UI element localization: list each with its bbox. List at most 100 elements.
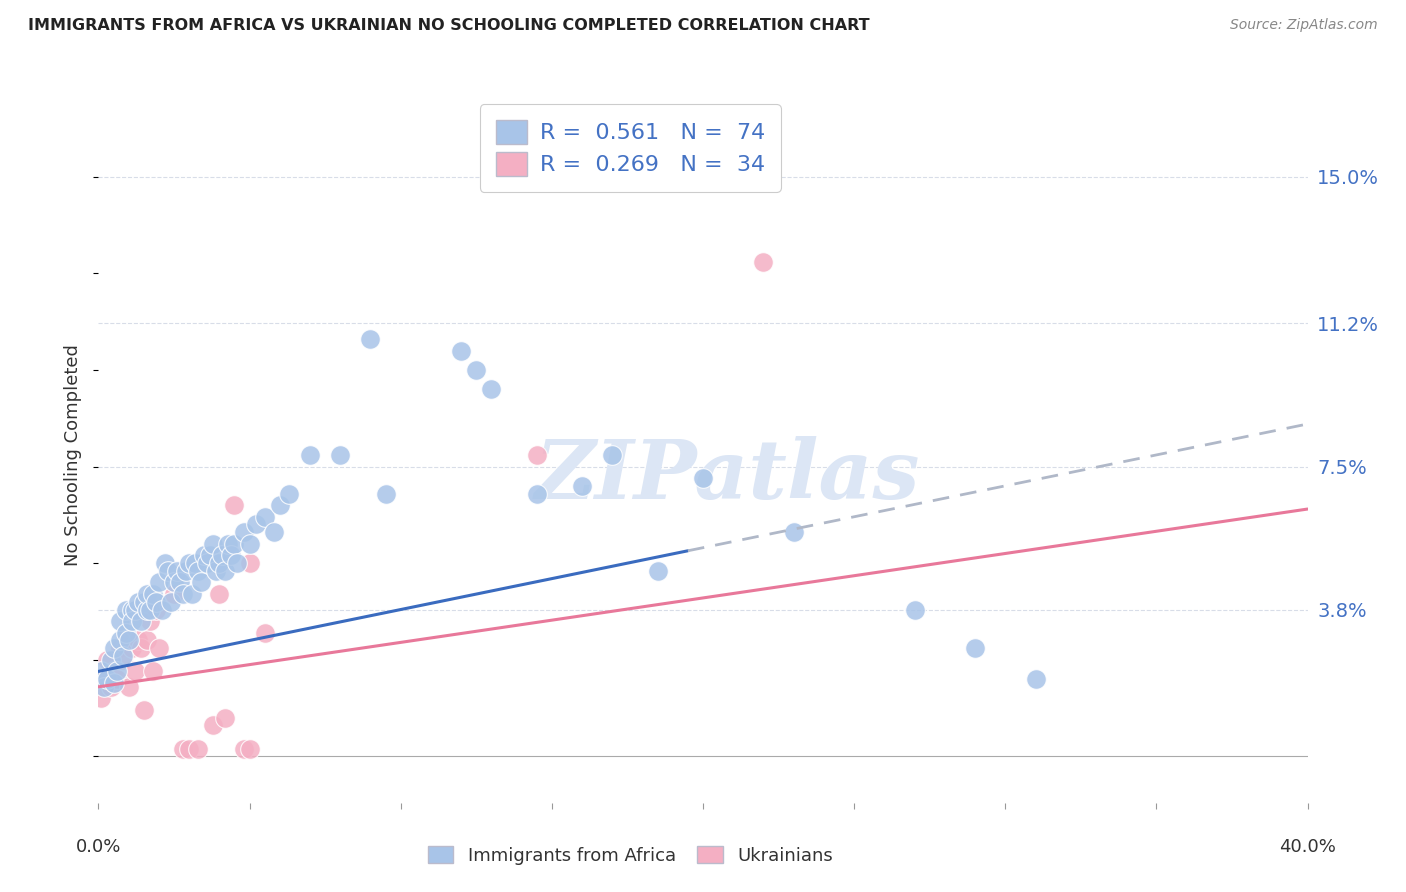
Point bbox=[187, 564, 209, 578]
Point bbox=[108, 633, 131, 648]
Point bbox=[184, 556, 207, 570]
Point bbox=[269, 498, 291, 512]
Point bbox=[195, 556, 218, 570]
Point bbox=[139, 614, 162, 628]
Point bbox=[239, 556, 262, 570]
Point bbox=[202, 537, 225, 551]
Point bbox=[108, 641, 131, 656]
Point bbox=[217, 537, 239, 551]
Point bbox=[96, 672, 118, 686]
Point bbox=[602, 448, 624, 462]
Point bbox=[224, 537, 246, 551]
Point bbox=[783, 525, 806, 540]
Point bbox=[105, 672, 128, 686]
Point bbox=[111, 653, 134, 667]
Point bbox=[139, 602, 162, 616]
Point bbox=[118, 680, 141, 694]
Point bbox=[169, 575, 191, 590]
Point bbox=[205, 564, 228, 578]
Point bbox=[135, 587, 157, 601]
Point bbox=[121, 641, 143, 656]
Point bbox=[752, 254, 775, 268]
Point bbox=[187, 741, 209, 756]
Point bbox=[253, 625, 276, 640]
Point bbox=[526, 486, 548, 500]
Point bbox=[148, 641, 170, 656]
Point bbox=[150, 602, 173, 616]
Text: ZIPatlas: ZIPatlas bbox=[534, 436, 920, 516]
Point bbox=[121, 602, 143, 616]
Point bbox=[193, 549, 215, 563]
Point bbox=[100, 680, 122, 694]
Point bbox=[96, 653, 118, 667]
Point bbox=[245, 517, 267, 532]
Point bbox=[166, 564, 188, 578]
Point bbox=[214, 711, 236, 725]
Point bbox=[124, 602, 146, 616]
Text: IMMIGRANTS FROM AFRICA VS UKRAINIAN NO SCHOOLING COMPLETED CORRELATION CHART: IMMIGRANTS FROM AFRICA VS UKRAINIAN NO S… bbox=[28, 18, 870, 33]
Point bbox=[100, 653, 122, 667]
Point bbox=[904, 602, 927, 616]
Point bbox=[111, 648, 134, 663]
Point bbox=[647, 564, 669, 578]
Point bbox=[277, 486, 299, 500]
Point bbox=[118, 633, 141, 648]
Point bbox=[156, 564, 179, 578]
Point bbox=[160, 595, 183, 609]
Point bbox=[239, 741, 262, 756]
Point bbox=[465, 363, 488, 377]
Point bbox=[208, 587, 231, 601]
Point bbox=[571, 479, 593, 493]
Point bbox=[114, 633, 136, 648]
Point bbox=[121, 614, 143, 628]
Point bbox=[211, 549, 233, 563]
Point bbox=[481, 382, 503, 396]
Point bbox=[103, 676, 125, 690]
Point bbox=[253, 509, 276, 524]
Point bbox=[103, 641, 125, 656]
Point bbox=[114, 625, 136, 640]
Point bbox=[163, 587, 186, 601]
Point bbox=[214, 564, 236, 578]
Point bbox=[226, 556, 249, 570]
Point bbox=[142, 587, 165, 601]
Point bbox=[153, 556, 176, 570]
Point bbox=[202, 718, 225, 732]
Point bbox=[174, 564, 197, 578]
Point bbox=[450, 343, 472, 358]
Point bbox=[179, 741, 201, 756]
Point bbox=[132, 703, 155, 717]
Point bbox=[163, 575, 186, 590]
Point bbox=[127, 595, 149, 609]
Point bbox=[692, 471, 714, 485]
Point bbox=[145, 595, 167, 609]
Point bbox=[142, 665, 165, 679]
Point bbox=[190, 575, 212, 590]
Legend: Immigrants from Africa, Ukrainians: Immigrants from Africa, Ukrainians bbox=[419, 837, 842, 874]
Point bbox=[103, 665, 125, 679]
Point bbox=[124, 665, 146, 679]
Point bbox=[129, 641, 152, 656]
Point bbox=[129, 614, 152, 628]
Point bbox=[1024, 672, 1046, 686]
Point bbox=[132, 595, 155, 609]
Point bbox=[526, 448, 548, 462]
Point bbox=[200, 549, 222, 563]
Point bbox=[965, 641, 987, 656]
Point bbox=[93, 672, 115, 686]
Point bbox=[239, 537, 262, 551]
Point bbox=[145, 602, 167, 616]
Point bbox=[232, 525, 254, 540]
Point bbox=[114, 602, 136, 616]
Point bbox=[172, 587, 194, 601]
Point bbox=[90, 691, 112, 706]
Point bbox=[172, 741, 194, 756]
Point bbox=[329, 448, 352, 462]
Point bbox=[360, 332, 382, 346]
Point bbox=[224, 498, 246, 512]
Y-axis label: No Schooling Completed: No Schooling Completed bbox=[65, 344, 83, 566]
Point bbox=[93, 680, 115, 694]
Point bbox=[148, 575, 170, 590]
Point bbox=[232, 741, 254, 756]
Point bbox=[208, 556, 231, 570]
